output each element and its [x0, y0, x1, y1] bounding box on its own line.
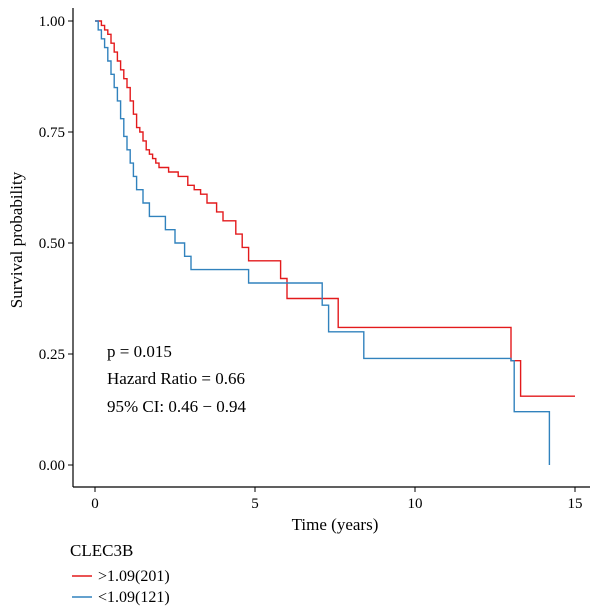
survival-curves — [95, 20, 575, 465]
y-tick-label: 0.75 — [39, 125, 65, 141]
x-ticks: 0 5 10 15 — [91, 487, 583, 512]
legend: CLEC3B >1.09(201) <1.09(121) — [70, 541, 170, 606]
legend-title: CLEC3B — [70, 541, 133, 560]
y-ticks: 0.00 0.25 0.50 0.75 1.00 — [39, 14, 73, 474]
legend-label-high: >1.09(201) — [98, 568, 170, 585]
y-tick-label: 0.50 — [39, 236, 65, 252]
y-tick-label: 0.00 — [39, 458, 65, 474]
p-value-annotation: p = 0.015 — [107, 342, 172, 361]
y-tick-label: 1.00 — [39, 14, 65, 30]
y-tick-label: 0.25 — [39, 347, 65, 363]
y-axis-label: Survival probability — [7, 171, 26, 308]
legend-label-low: <1.09(121) — [98, 589, 170, 606]
confidence-interval-annotation: 95% CI: 0.46 − 0.94 — [107, 397, 246, 416]
x-tick-label: 15 — [568, 496, 583, 512]
x-axis-label: Time (years) — [292, 515, 379, 534]
hazard-ratio-annotation: Hazard Ratio = 0.66 — [107, 369, 245, 388]
x-tick-label: 0 — [91, 496, 99, 512]
series-line-high — [95, 20, 575, 397]
x-tick-label: 5 — [251, 496, 259, 512]
x-tick-label: 10 — [408, 496, 423, 512]
series-line-low — [95, 20, 551, 465]
